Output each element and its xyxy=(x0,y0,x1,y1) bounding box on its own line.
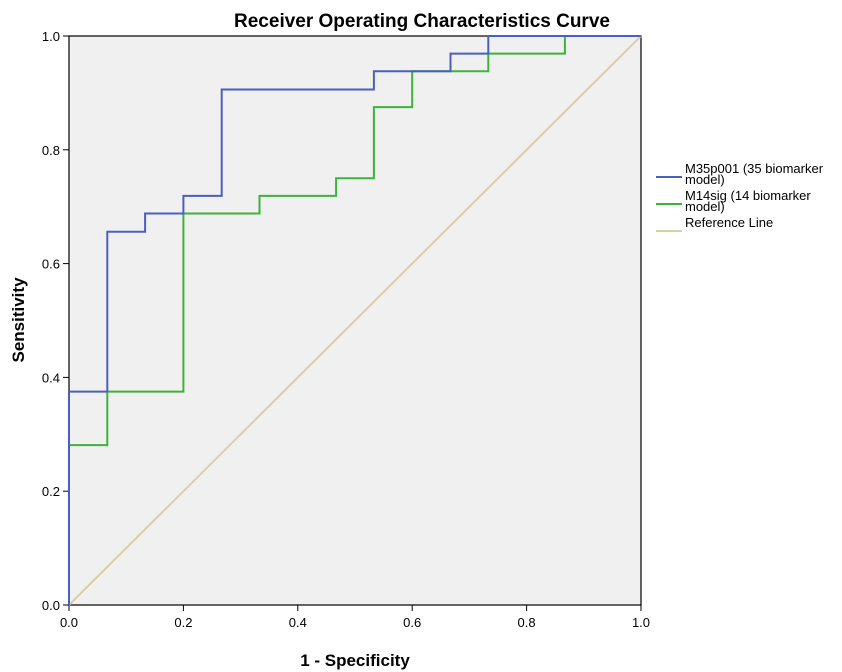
x-tick-label: 1.0 xyxy=(632,615,650,630)
legend-label-reference-line: Reference Line xyxy=(685,215,773,230)
legend-label-m35p001-35-biomarker-model: model) xyxy=(685,172,725,187)
series-line-reference-line xyxy=(68,35,642,606)
y-axis-ticks: 0.0 0.2 0.4 0.6 0.8 1.0 xyxy=(42,29,69,613)
x-tick-label: 0.6 xyxy=(403,615,421,630)
x-tick-label: 0.0 xyxy=(60,615,78,630)
legend-label-m35p001-35-biomarker-model: M35p001 (35 biomarker xyxy=(685,161,824,176)
x-tick-label: 0.2 xyxy=(174,615,192,630)
y-tick-label: 0.2 xyxy=(42,484,60,499)
y-tick-label: 1.0 xyxy=(42,29,60,44)
y-tick-label: 0.0 xyxy=(42,598,60,613)
x-tick-label: 0.8 xyxy=(518,615,536,630)
y-tick-label: 0.4 xyxy=(42,370,60,385)
x-axis-label: 1 - Specificity xyxy=(300,651,410,670)
y-tick-label: 0.6 xyxy=(42,257,60,272)
chart-title: Receiver Operating Characteristics Curve xyxy=(234,11,610,32)
y-tick-label: 0.8 xyxy=(42,143,60,158)
series-lines xyxy=(68,35,642,606)
y-axis-label: Sensitivity xyxy=(9,277,28,363)
series-line-m35p001-35-biomarker-model xyxy=(68,35,641,605)
legend-label-m14sig-14-biomarker-model: model) xyxy=(685,199,725,214)
x-axis-ticks: 0.0 0.2 0.4 0.6 0.8 1.0 xyxy=(60,605,650,630)
legend-label-m14sig-14-biomarker-model: M14sig (14 biomarker xyxy=(685,188,811,203)
x-tick-label: 0.4 xyxy=(289,615,307,630)
